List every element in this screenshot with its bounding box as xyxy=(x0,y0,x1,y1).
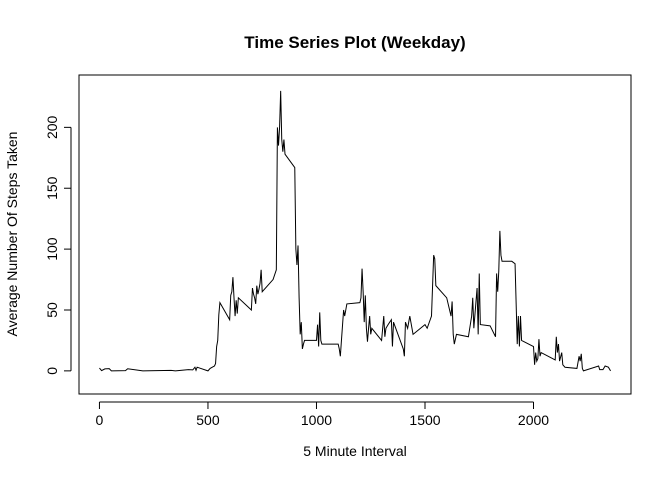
y-tick-label: 150 xyxy=(44,176,60,200)
chart-title: Time Series Plot (Weekday) xyxy=(244,33,465,52)
x-tick-label: 500 xyxy=(196,412,220,428)
x-tick-label: 2000 xyxy=(518,412,549,428)
y-tick-label: 0 xyxy=(44,367,60,375)
y-tick-label: 100 xyxy=(44,237,60,261)
y-axis-title: Average Number Of Steps Taken xyxy=(4,132,20,337)
x-tick-label: 1500 xyxy=(409,412,440,428)
x-axis-title: 5 Minute Interval xyxy=(303,443,407,459)
line xyxy=(99,90,611,372)
y-tick-label: 50 xyxy=(44,302,60,318)
plot-box xyxy=(78,74,632,395)
y-tick-label: 200 xyxy=(44,115,60,139)
x-tick-label: 1000 xyxy=(301,412,332,428)
x-tick-label: 0 xyxy=(96,412,104,428)
